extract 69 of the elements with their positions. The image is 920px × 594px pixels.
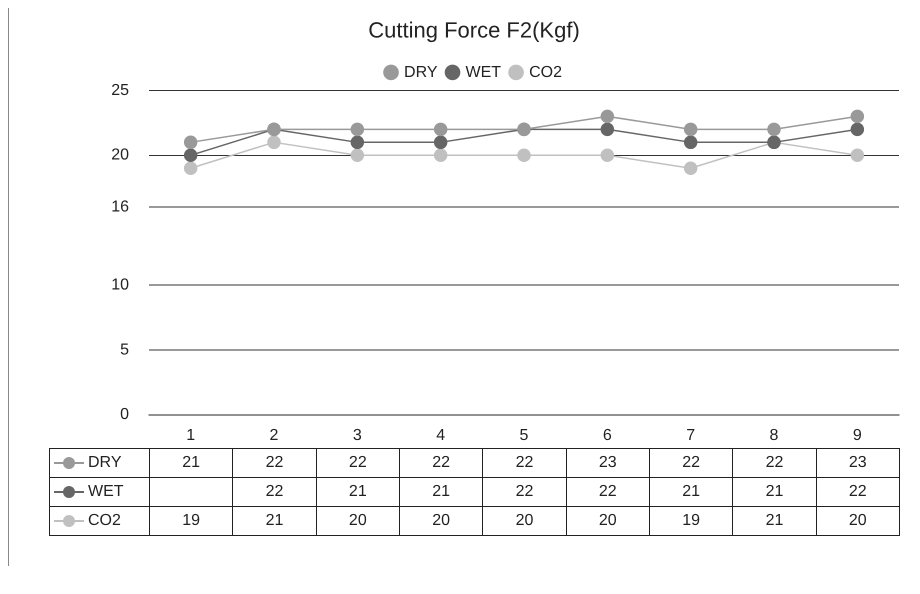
point [600, 110, 614, 124]
data-label: 22 [232, 448, 316, 478]
x-tick-label: 5 [520, 426, 529, 444]
x-tick-label: 9 [852, 426, 862, 444]
data-label: 23 [816, 448, 900, 478]
data-label: 22 [316, 448, 400, 478]
x-tick-label: 8 [770, 426, 779, 444]
point [184, 148, 198, 162]
data-label: 21 [732, 478, 816, 506]
y-tick-label: 5 [120, 341, 130, 358]
point [850, 110, 864, 124]
x-tick-label: 4 [436, 426, 446, 444]
data-label: 21 [732, 506, 816, 536]
data-label: 20 [316, 506, 400, 536]
text: DRY [88, 454, 122, 471]
x-tick-label: 2 [270, 426, 279, 444]
point [684, 162, 698, 176]
chart-title: Cutting Force F2(Kgf) [368, 17, 580, 42]
text: WET [88, 483, 124, 500]
point [184, 136, 198, 150]
text: CO2 [88, 512, 121, 529]
legend-label: CO2 [529, 64, 562, 81]
data-label: 21 [399, 478, 483, 506]
point [600, 122, 614, 136]
data-label: 22 [649, 448, 733, 478]
point [267, 136, 281, 150]
point [434, 148, 448, 162]
legend-label: DRY [404, 64, 438, 81]
data-label: 23 [566, 448, 650, 478]
data-label: 20 [399, 506, 483, 536]
y-tick-label: 16 [111, 198, 130, 216]
data-label: 22 [399, 448, 483, 478]
point [184, 162, 198, 176]
data-label: 22 [482, 448, 566, 478]
point [684, 136, 698, 150]
point [434, 136, 448, 150]
data-label: 21 [150, 448, 233, 478]
x-tick-label: 1 [186, 426, 196, 444]
data-label: 20 [566, 506, 650, 536]
point [850, 122, 864, 136]
data-label: 22 [816, 478, 900, 506]
data-label: 22 [232, 478, 316, 506]
point [350, 136, 364, 150]
point [350, 122, 364, 136]
data-label: 22 [482, 478, 566, 506]
point [600, 148, 614, 162]
y-tick-label: 20 [111, 146, 130, 164]
y-tick-label: 0 [120, 406, 130, 424]
x-tick-label: 7 [686, 426, 696, 444]
data-label: 20 [816, 506, 900, 536]
point [517, 148, 531, 162]
data-label: 19 [150, 506, 233, 536]
data-label: 21 [232, 506, 316, 536]
point [434, 122, 448, 136]
data-label: 22 [566, 478, 650, 506]
point [350, 148, 364, 162]
y-tick-label: 10 [111, 276, 130, 294]
x-tick-label: 6 [602, 426, 612, 444]
data-label: 20 [482, 506, 566, 536]
data-label: 22 [732, 448, 816, 478]
point [850, 148, 864, 162]
y-tick-label: 25 [111, 82, 130, 99]
data-label: 19 [649, 506, 733, 536]
x-tick-label: 3 [352, 426, 362, 444]
point [767, 122, 781, 136]
data-label: 21 [649, 478, 733, 506]
legend-label: WET [466, 64, 502, 81]
point [684, 122, 698, 136]
data-label: 21 [316, 478, 400, 506]
